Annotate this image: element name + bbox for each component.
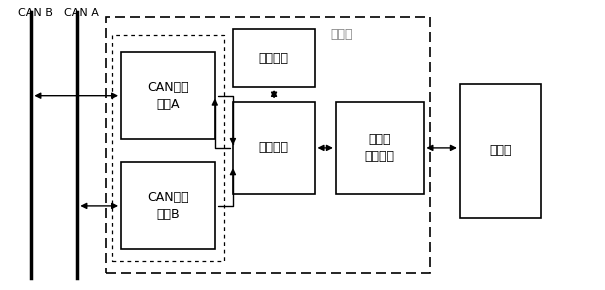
Bar [121,162,215,249]
Text: 存储单元: 存储单元 [259,52,289,64]
Bar [336,102,424,194]
Text: CAN通信
单元B: CAN通信 单元B [147,191,189,221]
Bar [233,29,315,87]
Bar [106,17,430,273]
Bar [460,84,541,218]
Text: CAN A: CAN A [64,8,99,18]
Bar [112,35,224,261]
Text: 以太网
通信单元: 以太网 通信单元 [365,133,394,163]
Text: 微控制器: 微控制器 [259,142,289,154]
Text: 下位机: 下位机 [330,28,353,41]
Text: CAN通信
单元A: CAN通信 单元A [147,81,189,111]
Bar [121,52,215,139]
Bar [233,102,315,194]
Text: CAN B: CAN B [18,8,53,18]
Text: 上位机: 上位机 [489,144,512,157]
